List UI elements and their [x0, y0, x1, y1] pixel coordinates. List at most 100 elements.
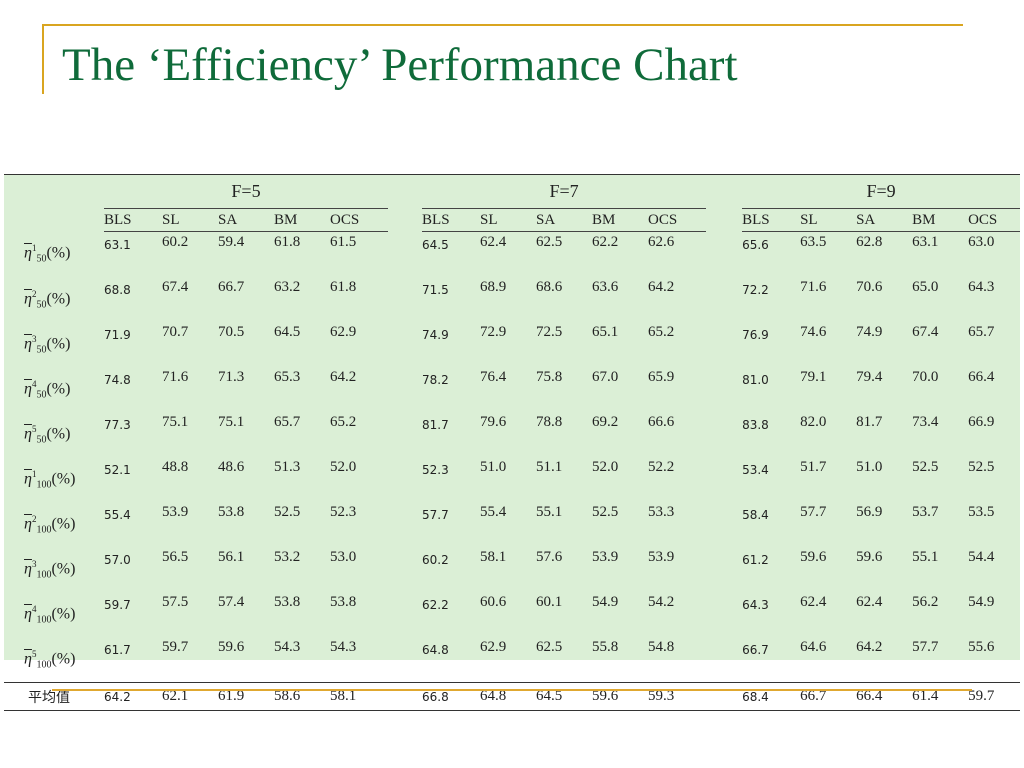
table-panel: F=5 F=7 F=9 BLS SL SA BM OCS BLS SL SA BM OCS BLS S…	[4, 174, 1021, 711]
best-value-cell: 61.7	[104, 643, 131, 657]
value-cell: 66.4	[968, 369, 995, 385]
value-cell: 52.5	[274, 504, 301, 520]
row-label: η450(%)	[4, 367, 104, 412]
gap-cell	[388, 322, 422, 367]
gap-cell	[388, 277, 422, 322]
value-cell: 62.2	[592, 234, 619, 250]
value-cell: 59.7	[968, 682, 1021, 711]
table-body: η150(%) 63.1 60.2 59.4 61.8 61.5 64.5 62.4 62.5 6…	[4, 232, 1021, 711]
gap-cell	[388, 174, 423, 209]
row-label-suffix: (%)	[46, 244, 71, 262]
value-cell: 59.4	[218, 234, 245, 250]
value-cell: 59.6	[218, 639, 245, 655]
row-label-superscript: 1	[31, 243, 37, 254]
row-label-superscript: 2	[31, 288, 37, 299]
best-value-cell: 72.2	[742, 283, 769, 297]
method-header: BM	[592, 208, 649, 232]
value-cell: 53.9	[592, 549, 619, 565]
method-header: BLS	[422, 208, 481, 232]
row-label: η3100(%)	[4, 547, 104, 592]
gap-cell	[388, 457, 422, 502]
gap-cell	[388, 637, 422, 683]
value-cell: 64.5	[536, 682, 593, 711]
row-label: η2100(%)	[4, 502, 104, 547]
method-header: SA	[536, 208, 593, 232]
row-label-suffix: (%)	[51, 605, 76, 623]
value-cell: 53.8	[330, 594, 357, 610]
value-cell: 73.4	[912, 414, 939, 430]
value-cell: 59.7	[162, 639, 189, 655]
gap-cell	[388, 209, 422, 232]
value-cell: 53.9	[648, 549, 675, 565]
row-label-subscript: 100	[36, 659, 52, 671]
row-label-suffix: (%)	[51, 560, 76, 578]
value-cell: 51.0	[856, 459, 883, 475]
value-cell: 62.5	[536, 234, 563, 250]
gap-cell	[388, 682, 423, 711]
gap-cell	[706, 412, 742, 457]
row-label-superscript: 4	[31, 603, 37, 614]
value-cell: 65.3	[274, 369, 301, 385]
method-header: OCS	[648, 208, 707, 232]
value-cell: 53.9	[162, 504, 189, 520]
method-header-row: BLS SL SA BM OCS BLS SL SA BM OCS BLS SL SA BM OCS	[4, 208, 1021, 232]
best-value-cell: 62.2	[422, 598, 449, 612]
table-row: η550(%) 77.3 75.1 75.1 65.7 65.2 81.7 79.6 78.8 6…	[4, 412, 1020, 457]
gap-cell	[706, 592, 742, 637]
value-cell: 48.6	[218, 459, 245, 475]
method-header: SL	[800, 208, 857, 232]
row-label-suffix: (%)	[46, 380, 71, 398]
table-row: η3100(%) 57.0 56.5 56.1 53.2 53.0 60.2 58.1 57.6…	[4, 547, 1020, 592]
value-cell: 63.1	[912, 234, 939, 250]
value-cell: 81.7	[856, 414, 883, 430]
value-cell: 62.4	[800, 594, 827, 610]
value-cell: 82.0	[800, 414, 827, 430]
row-label: η250(%)	[4, 277, 104, 322]
row-label-superscript: 5	[31, 423, 37, 434]
value-cell: 56.5	[162, 549, 189, 565]
value-cell: 62.4	[480, 234, 507, 250]
value-cell: 54.8	[648, 639, 675, 655]
value-cell: 56.2	[912, 594, 939, 610]
table-row: η250(%) 68.8 67.4 66.7 63.2 61.8 71.5 68.9 68.6 6…	[4, 277, 1020, 322]
value-cell: 51.0	[480, 459, 507, 475]
value-cell: 64.2	[330, 369, 357, 385]
value-cell: 61.9	[218, 682, 274, 711]
value-cell: 74.6	[800, 324, 827, 340]
value-cell: 66.9	[968, 414, 995, 430]
method-header: OCS	[968, 208, 1021, 232]
best-value-cell: 58.4	[742, 508, 769, 522]
best-value-cell: 53.4	[742, 463, 769, 477]
value-cell: 67.0	[592, 369, 619, 385]
value-cell: 53.8	[274, 594, 301, 610]
value-cell: 58.6	[274, 682, 330, 711]
value-cell: 59.6	[856, 549, 883, 565]
value-cell: 64.6	[800, 639, 827, 655]
value-cell: 63.5	[800, 234, 827, 250]
value-cell: 52.5	[968, 459, 995, 475]
value-cell: 58.1	[330, 682, 389, 711]
value-cell: 60.6	[480, 594, 507, 610]
gap-cell	[388, 232, 422, 278]
value-cell: 52.0	[592, 459, 619, 475]
gap-cell	[388, 502, 422, 547]
value-cell: 55.8	[592, 639, 619, 655]
best-value-cell: 61.2	[742, 553, 769, 567]
best-value-cell: 57.0	[104, 553, 131, 567]
value-cell: 67.4	[162, 279, 189, 295]
best-value-cell: 71.9	[104, 328, 131, 342]
value-cell: 70.6	[856, 279, 883, 295]
method-header: OCS	[330, 208, 389, 232]
value-cell: 53.7	[912, 504, 939, 520]
value-cell: 79.1	[800, 369, 827, 385]
best-value-cell: 74.8	[104, 373, 131, 387]
row-label: η5100(%)	[4, 637, 104, 683]
table-row: η150(%) 63.1 60.2 59.4 61.8 61.5 64.5 62.4 62.5 6…	[4, 232, 1020, 278]
value-cell: 62.1	[162, 682, 218, 711]
value-cell: 78.8	[536, 414, 563, 430]
table-row: η5100(%) 61.7 59.7 59.6 54.3 54.3 64.8 62.9 62.5…	[4, 637, 1020, 683]
table-row: η2100(%) 55.4 53.9 53.8 52.5 52.3 57.7 55.4 55.1…	[4, 502, 1020, 547]
row-label-superscript: 2	[31, 513, 37, 524]
value-cell: 57.5	[162, 594, 189, 610]
gap-cell	[388, 592, 422, 637]
